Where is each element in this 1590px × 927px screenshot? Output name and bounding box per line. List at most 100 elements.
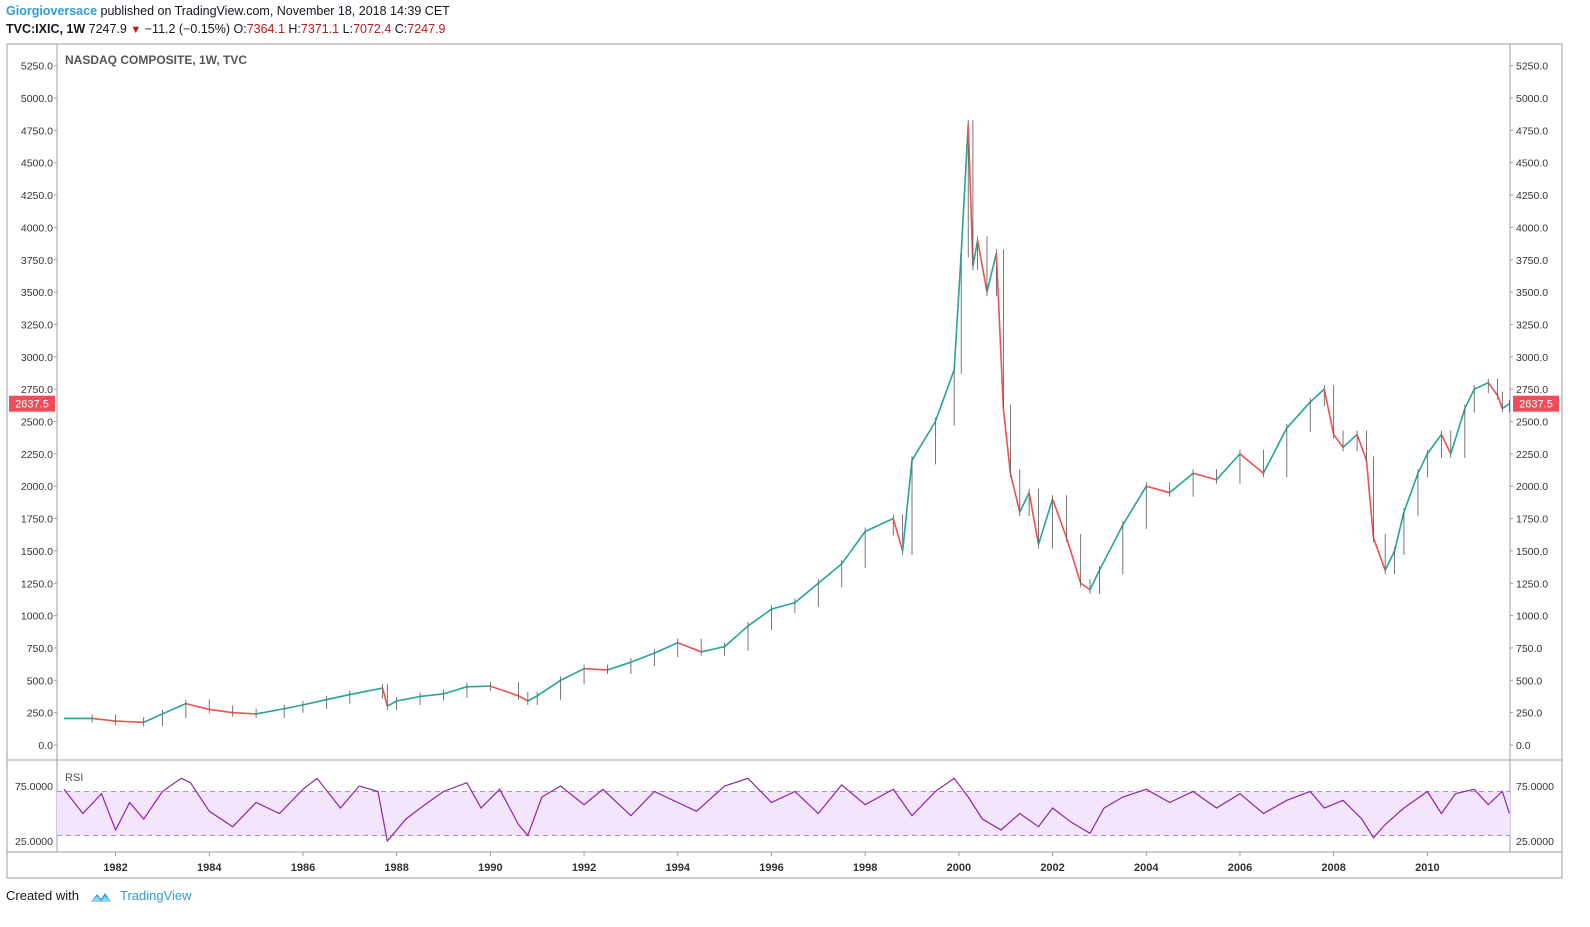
published-info: published on TradingView.com, November 1… <box>100 4 450 18</box>
candle-segment <box>747 608 772 627</box>
x-tick-label: 1992 <box>572 862 596 874</box>
x-tick-label: 1998 <box>853 862 877 874</box>
x-tick-label: 2002 <box>1040 862 1064 874</box>
author-name[interactable]: Giorgioversace <box>6 4 98 18</box>
rsi-band <box>57 791 1510 836</box>
chart-frame <box>6 43 1563 879</box>
candle-segment <box>677 642 702 653</box>
open-label: O: <box>233 22 247 36</box>
x-tick-label: 2000 <box>947 862 971 874</box>
y-tick-right: 0.0 <box>1516 740 1531 752</box>
candle-segment <box>841 531 866 565</box>
candle-segment <box>466 685 491 688</box>
candle-segment <box>1464 388 1475 409</box>
y-tick-right: 1000.0 <box>1516 611 1548 623</box>
symbol-legend: TVC:IXIC, 1W 7247.9 ▼ −11.2 (−0.15%) O: 7… <box>6 22 446 36</box>
candle-segment <box>255 707 285 715</box>
svg-text:2637.5: 2637.5 <box>1519 399 1553 411</box>
candle-segment <box>953 253 963 370</box>
y-tick-left: 2750.0 <box>21 384 53 396</box>
candle-segment <box>967 123 974 267</box>
y-tick-right: 750.0 <box>1516 643 1542 655</box>
y-tick-left: 0.0 <box>38 740 53 752</box>
y-tick-right: 3250.0 <box>1516 319 1548 331</box>
y-tick-left: 5250.0 <box>21 61 53 73</box>
candle-segment <box>1384 550 1396 571</box>
y-tick-left: 3250.0 <box>21 319 53 331</box>
candle-segment <box>1501 403 1510 410</box>
candle-segment <box>1426 433 1443 455</box>
candle-segment <box>518 695 529 702</box>
x-tick-label: 2010 <box>1415 862 1439 874</box>
candle-segment <box>209 708 233 714</box>
candle-segment <box>724 625 749 648</box>
y-tick-left: 5000.0 <box>21 93 53 105</box>
candle-segment <box>1002 408 1012 474</box>
rsi-line <box>63 777 1510 843</box>
candle-segment <box>1356 434 1368 461</box>
candle-segment <box>1450 408 1466 455</box>
y-tick-right: 3500.0 <box>1516 287 1548 299</box>
y-tick-right: 3750.0 <box>1516 255 1548 267</box>
y-tick-right: 4750.0 <box>1516 125 1548 137</box>
candle-segment <box>654 642 679 654</box>
high-value: 7371.1 <box>300 22 340 36</box>
down-arrow-icon: ▼ <box>130 24 142 36</box>
y-tick-right: 4250.0 <box>1516 190 1548 202</box>
symbol-label: TVC:IXIC, 1W <box>6 22 86 36</box>
candle-segment <box>934 369 955 422</box>
candle-segment <box>1393 511 1405 552</box>
candle-segment <box>1009 473 1021 513</box>
y-tick-right: 5000.0 <box>1516 93 1548 105</box>
candle-segment <box>386 700 398 707</box>
candle-segment <box>1122 485 1147 526</box>
y-tick-right: 3000.0 <box>1516 352 1548 364</box>
candle-segment <box>607 661 632 671</box>
candle-segment <box>1309 388 1325 403</box>
candle-segment <box>1098 524 1124 571</box>
tradingview-logo-icon[interactable] <box>89 890 113 904</box>
price-pane-title: NASDAQ COMPOSITE, 1W, TVC <box>65 53 247 67</box>
rsi-tick-left: 75.0000 <box>15 781 53 793</box>
close-label: C: <box>394 22 408 36</box>
low-label: L: <box>342 22 354 36</box>
candle-segment <box>1286 401 1311 429</box>
candle-segment <box>232 711 257 715</box>
candle-segment <box>443 686 468 695</box>
candle-segment <box>349 687 383 696</box>
y-tick-right: 2000.0 <box>1516 481 1548 493</box>
candle-segment <box>284 704 304 710</box>
candle-segment <box>1080 582 1091 591</box>
rsi-tick-right: 75.0000 <box>1516 781 1554 793</box>
candle-segment <box>419 693 444 698</box>
tradingview-brand[interactable]: TradingView <box>120 888 192 903</box>
candle-segment <box>976 240 988 293</box>
y-tick-left: 750.0 <box>27 643 53 655</box>
last-price: 7247.9 <box>88 22 127 36</box>
candle-segment <box>911 421 937 461</box>
candle-segment <box>1089 569 1101 591</box>
candle-segment <box>1019 492 1030 513</box>
candle-segment <box>901 460 913 551</box>
candle-segment <box>302 698 327 706</box>
candle-segment <box>1403 472 1419 513</box>
candle-segment <box>1192 472 1217 481</box>
y-tick-left: 4500.0 <box>21 158 53 170</box>
candle-segment <box>995 253 1005 409</box>
candle-segment <box>326 693 350 701</box>
candle-segment <box>536 679 562 697</box>
x-tick-label: 1988 <box>384 862 408 874</box>
candle-segment <box>185 702 210 711</box>
x-tick-label: 2008 <box>1321 862 1345 874</box>
y-tick-left: 2500.0 <box>21 417 53 429</box>
y-tick-right: 2750.0 <box>1516 384 1548 396</box>
y-tick-left: 1750.0 <box>21 514 53 526</box>
svg-text:2637.5: 2637.5 <box>15 399 49 411</box>
candle-segment <box>143 713 163 724</box>
candle-segment <box>892 518 904 552</box>
candle-segment <box>1323 388 1335 435</box>
price-change: −11.2 (−0.15%) <box>144 22 230 36</box>
y-tick-right: 2250.0 <box>1516 449 1548 461</box>
y-tick-right: 1250.0 <box>1516 578 1548 590</box>
